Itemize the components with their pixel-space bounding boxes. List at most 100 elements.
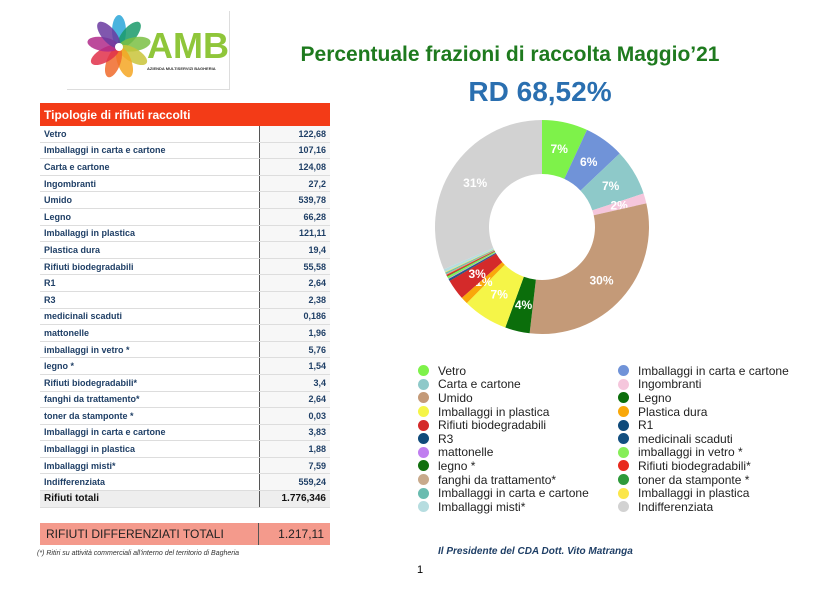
row-value: 2,64 xyxy=(259,274,330,292)
slice-4 xyxy=(529,203,649,334)
logo-flower-icon xyxy=(87,15,151,78)
legend-item: toner da stamponte * xyxy=(618,473,808,487)
legend-dot-icon xyxy=(618,487,629,499)
table-row: legno * 1,54 xyxy=(40,357,330,375)
slice-15 xyxy=(446,250,495,277)
legend-item: Imballaggi in plastica xyxy=(418,405,618,419)
slice-5 xyxy=(505,276,536,334)
slice-label: 7% xyxy=(602,179,620,193)
table-header: Tipologie di rifiuti raccolti xyxy=(40,103,330,126)
row-label: Ingombranti xyxy=(40,175,260,193)
row-value: 0,186 xyxy=(259,308,330,326)
slice-17 xyxy=(445,250,495,274)
total-row: Rifiuti totali 1.776,346 xyxy=(40,490,330,508)
row-label: imballaggi in vetro * xyxy=(40,341,260,359)
legend-label: Imballaggi in carta e cartone xyxy=(638,363,789,378)
legend-item: Vetro xyxy=(418,364,618,378)
row-label: fanghi da trattamento* xyxy=(40,391,260,409)
row-label: Imballaggi in plastica xyxy=(40,225,260,243)
waste-table: Tipologie di rifiuti raccolti Vetro 122,6… xyxy=(40,103,330,508)
legend-item: fanghi da trattamento* xyxy=(418,473,618,487)
row-value: 2,64 xyxy=(259,391,330,409)
legend-label: Imballaggi misti* xyxy=(438,499,526,514)
legend-label: mattonelle xyxy=(438,445,494,460)
row-value: 559,24 xyxy=(259,473,330,492)
legend-label: Carta e cartone xyxy=(438,377,521,392)
legend-item: legno * xyxy=(418,459,618,473)
row-value: 7,59 xyxy=(259,457,330,475)
logo-text: AMB xyxy=(147,25,229,66)
donut-chart: 7%6%7%2%30%4%7%1%3%31% xyxy=(435,120,649,334)
row-value: 3,83 xyxy=(259,424,330,442)
legend-item: Rifiuti biodegradabili xyxy=(418,418,618,432)
row-value: 124,08 xyxy=(259,158,330,176)
legend-label: Umido xyxy=(438,390,473,405)
slice-label: 30% xyxy=(589,273,613,287)
row-label: Indifferenziata xyxy=(40,473,260,492)
slice-label: 31% xyxy=(463,176,487,190)
legend-dot-icon xyxy=(618,501,629,513)
row-value: 122,68 xyxy=(259,126,330,143)
legend-item: R3 xyxy=(418,432,618,446)
row-value: 539,78 xyxy=(259,191,330,209)
row-label: legno * xyxy=(40,357,260,375)
row-label: Carta e cartone xyxy=(40,158,260,176)
rd-total-value: 1.217,11 xyxy=(278,527,324,541)
total-value: 1.776,346 xyxy=(259,490,330,508)
row-label: toner da stamponte * xyxy=(40,407,260,425)
slice-7 xyxy=(461,262,505,304)
legend-dot-icon xyxy=(418,392,429,404)
chart-legend: Vetro Imballaggi in carta e cartone Carta … xyxy=(418,364,808,514)
legend-dot-icon xyxy=(618,433,629,445)
table-row: medicinali scaduti 0,186 xyxy=(40,308,330,326)
slice-11 xyxy=(448,252,496,280)
legend-label: toner da stamponte * xyxy=(638,472,750,487)
legend-item: Indifferenziata xyxy=(618,500,808,514)
legend-item: Legno xyxy=(618,391,808,405)
rd-total-row: RIFIUTI DIFFERENZIATI TOTALI 1.217,11 xyxy=(40,523,330,545)
slice-8 xyxy=(449,253,503,298)
slice-14 xyxy=(446,251,496,277)
table-row: Plastica dura 19,4 xyxy=(40,241,330,259)
slice-2 xyxy=(580,153,644,211)
row-value: 27,2 xyxy=(259,175,330,193)
table-row: imballaggi in vetro * 5,76 xyxy=(40,341,330,359)
table-row: Umido 539,78 xyxy=(40,191,330,209)
row-label: Plastica dura xyxy=(40,241,260,259)
legend-item: Imballaggi in carta e cartone xyxy=(418,486,618,500)
table-row: Imballaggi in plastica 121,11 xyxy=(40,225,330,243)
signature: Il Presidente del CDA Dott. Vito Matrang… xyxy=(438,546,633,557)
row-value: 66,28 xyxy=(259,208,330,226)
logo-subtitle: AZIENDA MULTISERVIZI BAGHERIA xyxy=(147,66,216,71)
legend-item: Plastica dura xyxy=(618,405,808,419)
legend-label: Imballaggi in carta e cartone xyxy=(438,486,589,501)
table-row: mattonelle 1,96 xyxy=(40,324,330,342)
legend-dot-icon xyxy=(618,474,629,486)
slice-21 xyxy=(435,120,542,270)
legend-label: R1 xyxy=(638,418,654,433)
row-value: 3,4 xyxy=(259,374,330,392)
slice-label: 7% xyxy=(551,142,569,156)
row-label: R3 xyxy=(40,291,260,309)
table-row: toner da stamponte * 0,03 xyxy=(40,407,330,425)
row-value: 2,38 xyxy=(259,291,330,309)
row-label: Rifiuti biodegradabili* xyxy=(40,374,260,392)
legend-dot-icon xyxy=(618,365,629,377)
legend-item: Imballaggi in carta e cartone xyxy=(618,364,808,378)
legend-label: Ingombranti xyxy=(638,377,702,392)
legend-label: imballaggi in vetro * xyxy=(638,445,743,460)
legend-label: Imballaggi in plastica xyxy=(438,404,550,419)
legend-dot-icon xyxy=(418,406,429,418)
row-value: 0,03 xyxy=(259,407,330,425)
legend-label: Vetro xyxy=(438,363,467,378)
legend-dot-icon xyxy=(618,446,629,458)
row-label: Imballaggi misti* xyxy=(40,457,260,475)
rd-percentage: RD 68,52% xyxy=(468,76,612,107)
slice-label: 6% xyxy=(580,155,598,169)
legend-item: Imballaggi misti* xyxy=(418,500,618,514)
row-label: R1 xyxy=(40,274,260,292)
legend-label: Plastica dura xyxy=(638,404,708,419)
slice-label: 4% xyxy=(515,298,533,312)
table-row: fanghi da trattamento* 2,64 xyxy=(40,391,330,409)
legend-item: Carta e cartone xyxy=(418,377,618,392)
